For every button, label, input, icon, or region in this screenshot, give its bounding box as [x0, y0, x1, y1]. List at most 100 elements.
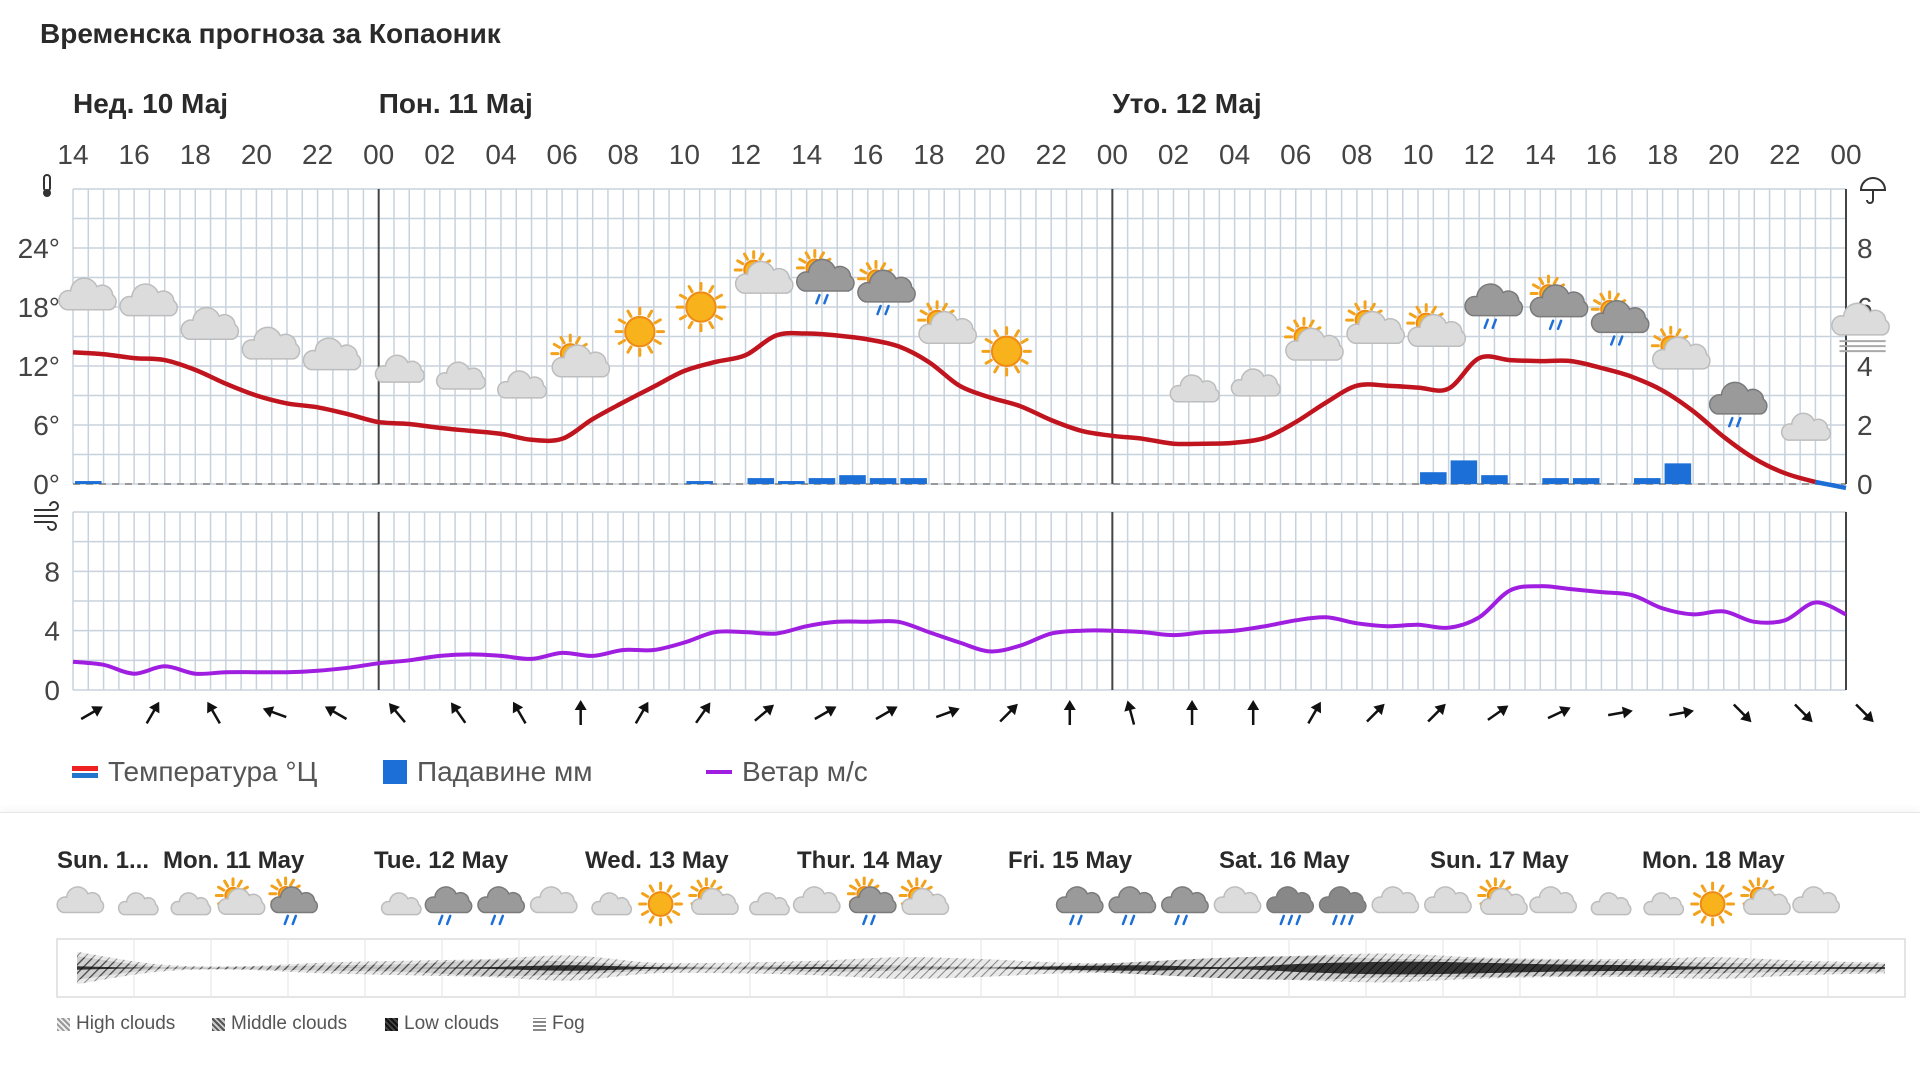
week-day-label: Fri. 15 May — [1008, 847, 1133, 874]
light-rain-day-icon — [846, 876, 897, 926]
week-day-label: Sat. 16 May — [1219, 847, 1350, 874]
partly-cloudy-night-icon — [1169, 370, 1220, 403]
wind-arrow-icon — [80, 706, 103, 721]
cloudy-icon — [792, 886, 841, 914]
wind-arrow-icon — [262, 706, 287, 719]
partly-cloudy-day-icon — [1345, 300, 1405, 345]
wind-arrow-icon — [1547, 706, 1571, 720]
week-day-label: Mon. 11 May — [163, 847, 305, 874]
hour-label: 18 — [1647, 139, 1678, 170]
wind-arrow-icon — [999, 703, 1018, 723]
week-day-label: Sun. 17 May — [1430, 847, 1569, 874]
wind-arrow-icon — [1669, 706, 1694, 719]
temperature-swatch — [72, 766, 98, 778]
legend-temperature: Температура °Ц — [72, 756, 317, 788]
light-rain-icon — [424, 886, 473, 926]
cloudy-icon — [56, 886, 105, 914]
hour-label: 22 — [1769, 139, 1800, 170]
wind-arrow-icon — [450, 702, 467, 724]
hour-label: 00 — [1830, 139, 1861, 170]
temperature-line-below-zero — [1814, 479, 1847, 491]
light-rain-day-icon — [795, 249, 855, 305]
hour-label: 14 — [791, 139, 822, 170]
precip-bar — [75, 481, 102, 484]
clear-night-icon — [969, 892, 981, 916]
partly-cloudy-day-icon — [1740, 877, 1791, 915]
hour-label: 06 — [547, 139, 578, 170]
cloudy-icon — [529, 886, 578, 914]
precipitation-swatch — [383, 760, 407, 784]
wind-arrow-icon — [1794, 703, 1813, 723]
wind-tick-label: 4 — [44, 616, 60, 647]
hour-label: 16 — [1586, 139, 1617, 170]
precip-bar — [869, 478, 897, 484]
partly-cloudy-day-icon — [1477, 877, 1528, 915]
chart-grid — [72, 188, 1847, 691]
light-rain-icon — [477, 886, 526, 926]
cloudy-icon — [1424, 886, 1472, 914]
temp-tick-label: 24° — [18, 233, 60, 264]
hour-label: 18 — [913, 139, 944, 170]
cloudy-icon — [241, 326, 301, 360]
wind-arrow-icon — [875, 706, 898, 721]
partly-cloudy-day-icon — [733, 250, 794, 294]
partly-cloudy-day-icon — [688, 877, 739, 915]
wind-arrow-icon — [814, 706, 837, 721]
sunny-icon — [675, 281, 727, 333]
light-rain-day-icon — [268, 876, 319, 926]
legend-precipitation: Падавине мм — [383, 756, 592, 788]
clear-night-icon — [337, 892, 350, 916]
hour-label: 20 — [1708, 139, 1739, 170]
partly-cloudy-night-icon — [497, 366, 548, 399]
day-header: Уто. 12 Мај — [1112, 88, 1261, 119]
precip-bar — [686, 481, 713, 484]
weekly-overview: Sun. 1... Mon. 11 May Tue. 12 May Wed. 13 M… — [56, 847, 1906, 998]
wind-arrow-icon — [754, 704, 775, 722]
legend-middle-clouds-label: Middle clouds — [231, 1013, 348, 1034]
wind-arrow-icon — [1063, 700, 1076, 725]
precip-bar — [1450, 460, 1478, 484]
temperature-line — [72, 330, 1816, 485]
hour-label: 02 — [1158, 139, 1189, 170]
legend-precipitation-label: Падавине мм — [417, 756, 593, 787]
umbrella-icon — [1859, 177, 1887, 204]
temp-tick-label: 0° — [33, 469, 60, 500]
precip-bar — [1664, 463, 1692, 484]
page-title: Временска прогноза за Копаоник — [40, 18, 501, 49]
hour-label: 22 — [1036, 139, 1067, 170]
wind-arrow-icon — [1427, 703, 1446, 723]
partly-cloudy-night-icon — [1780, 409, 1832, 441]
partly-cloudy-night-icon — [380, 889, 422, 916]
partly-cloudy-day-icon — [550, 333, 611, 378]
clear-night-icon — [1021, 892, 1034, 916]
precip-bar — [1572, 478, 1600, 484]
wind-arrow-icon — [145, 701, 160, 725]
week-day-label: Tue. 12 May — [374, 847, 509, 874]
light-rain-icon — [1161, 886, 1209, 926]
light-rain-day-icon — [1529, 274, 1589, 331]
hour-label: 12 — [1464, 139, 1495, 170]
legend-high-clouds: High clouds — [57, 1013, 175, 1035]
week-day-label: Thur. 14 May — [797, 847, 943, 874]
legend-fog: Fog — [533, 1013, 585, 1035]
light-rain-day-icon — [857, 259, 916, 316]
high-clouds-swatch — [57, 1017, 70, 1031]
middle-clouds-swatch — [212, 1017, 225, 1031]
wind-arrow-icon — [695, 702, 711, 724]
precip-bar — [900, 478, 927, 484]
sunny-icon — [1690, 881, 1735, 927]
hour-label: 02 — [424, 139, 455, 170]
hour-label: 20 — [241, 139, 272, 170]
partly-cloudy-day-icon — [1650, 325, 1711, 370]
thermometer-icon — [43, 174, 51, 197]
hour-label: 10 — [669, 139, 700, 170]
wind-arrow-icon — [388, 703, 406, 723]
wind-arrow-icon — [634, 701, 649, 725]
sunny-icon — [638, 881, 683, 927]
hour-label: 22 — [302, 139, 333, 170]
wind-arrow-icon — [207, 701, 221, 725]
precip-tick-label: 8 — [1857, 233, 1873, 264]
legend-wind: Ветар м/с — [706, 756, 868, 788]
cloudy-icon — [1529, 886, 1578, 914]
partly-cloudy-night-icon — [1590, 889, 1632, 916]
